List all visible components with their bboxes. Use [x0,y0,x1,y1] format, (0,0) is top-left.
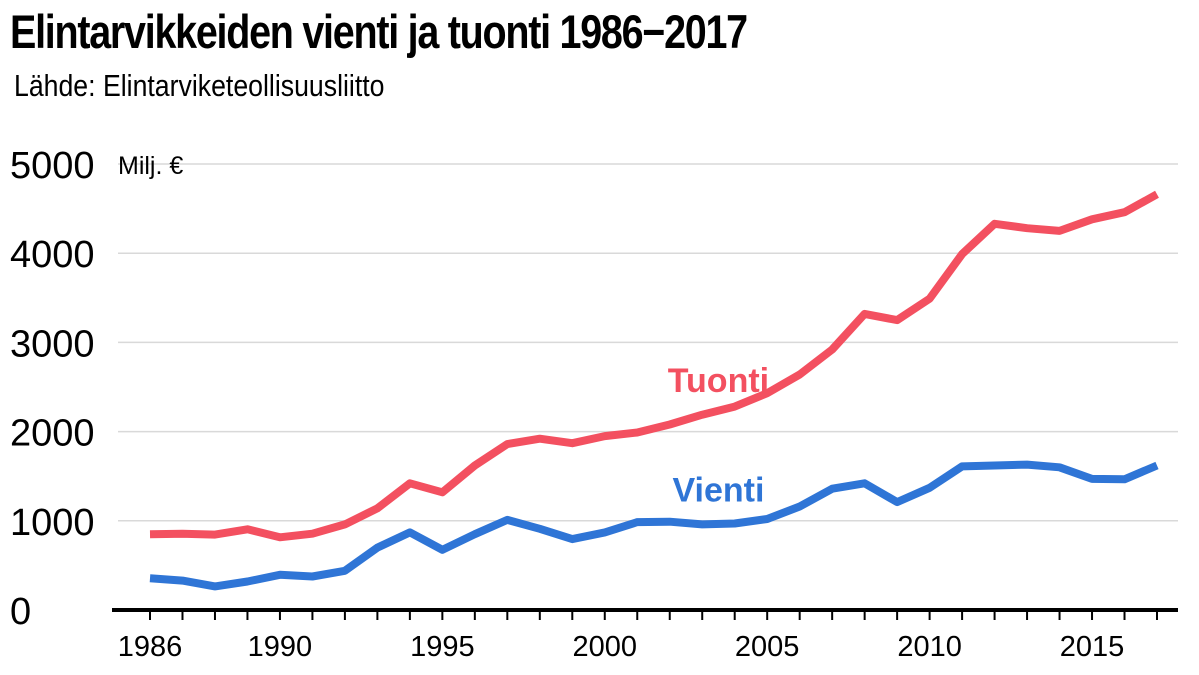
x-tick-label: 1986 [118,631,183,663]
x-tick-label: 2000 [573,631,638,663]
chart-subtitle: Lähde: Elintarviketeollisuusliitto [14,68,385,103]
y-tick-label: 0 [10,591,31,633]
chart-title: Elintarvikkeiden vienti ja tuonti 1986−2… [10,5,748,58]
y-tick-label: 2000 [10,413,95,455]
series-label-vienti: Vienti [672,472,764,510]
y-unit-label: Milj. € [118,152,183,180]
x-tick-label: 2010 [897,631,962,663]
series-line-tuonti [149,190,1159,542]
y-tick-label: 1000 [10,502,95,544]
y-tick-label: 4000 [10,234,95,276]
series-line-vienti [149,460,1159,591]
x-tick-label: 1995 [410,631,475,663]
y-tick-label: 3000 [10,323,95,365]
x-tick-label: 1990 [248,631,313,663]
series-label-tuonti: Tuonti [668,362,769,400]
x-tick-label: 2005 [735,631,800,663]
y-tick-label: 5000 [10,145,95,187]
x-tick-label: 2015 [1060,631,1125,663]
